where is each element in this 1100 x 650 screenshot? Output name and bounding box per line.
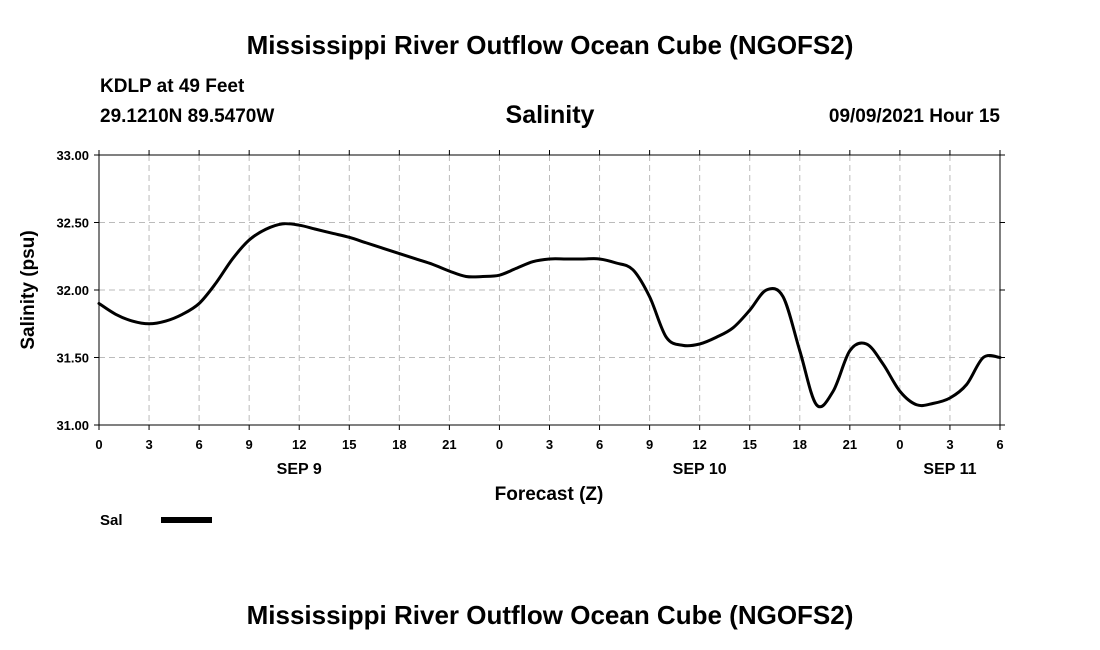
chart-title: Mississippi River Outflow Ocean Cube (NG… <box>246 30 854 60</box>
x-tick-label: 6 <box>996 437 1003 452</box>
x-tick-label: 15 <box>342 437 356 452</box>
y-tick-label: 32.00 <box>56 283 89 298</box>
x-tick-label: 3 <box>946 437 953 452</box>
x-tick-label: 0 <box>496 437 503 452</box>
x-tick-label: 12 <box>692 437 706 452</box>
x-tick-label: 6 <box>596 437 603 452</box>
y-tick-label: 32.50 <box>56 216 89 231</box>
x-axis-label: Forecast (Z) <box>495 484 604 505</box>
x-tick-label: 18 <box>793 437 807 452</box>
date-label: SEP 10 <box>673 461 727 478</box>
x-tick-label: 3 <box>546 437 553 452</box>
y-tick-label: 31.00 <box>56 418 89 433</box>
x-tick-label: 9 <box>246 437 253 452</box>
y-axis-label: Salinity (psu) <box>18 230 39 349</box>
x-tick-label: 6 <box>195 437 202 452</box>
series-line-sal <box>97 222 1002 409</box>
coordinates-label: 29.1210N 89.5470W <box>100 106 275 127</box>
x-tick-label: 21 <box>442 437 456 452</box>
station-label: KDLP at 49 Feet <box>100 76 245 97</box>
x-tick-label: 3 <box>145 437 152 452</box>
x-tick-label: 0 <box>896 437 903 452</box>
legend-label-sal: Sal <box>100 512 123 529</box>
x-tick-label: 21 <box>843 437 857 452</box>
x-tick-label: 9 <box>646 437 653 452</box>
variable-subtitle: Salinity <box>505 101 595 129</box>
date-label: SEP 11 <box>923 461 976 478</box>
plot-frame <box>98 154 1001 426</box>
footer-title: Mississippi River Outflow Ocean Cube (NG… <box>246 600 854 630</box>
x-tick-label: 15 <box>742 437 756 452</box>
legend: Sal <box>100 512 212 529</box>
x-tick-label: 12 <box>292 437 306 452</box>
y-tick-label: 33.00 <box>56 148 89 163</box>
datetime-label: 09/09/2021 Hour 15 <box>828 106 1000 127</box>
y-tick-label: 31.50 <box>56 351 89 366</box>
x-tick-label: 18 <box>392 437 406 452</box>
x-tick-label: 0 <box>95 437 102 452</box>
date-label: SEP 9 <box>277 461 322 478</box>
